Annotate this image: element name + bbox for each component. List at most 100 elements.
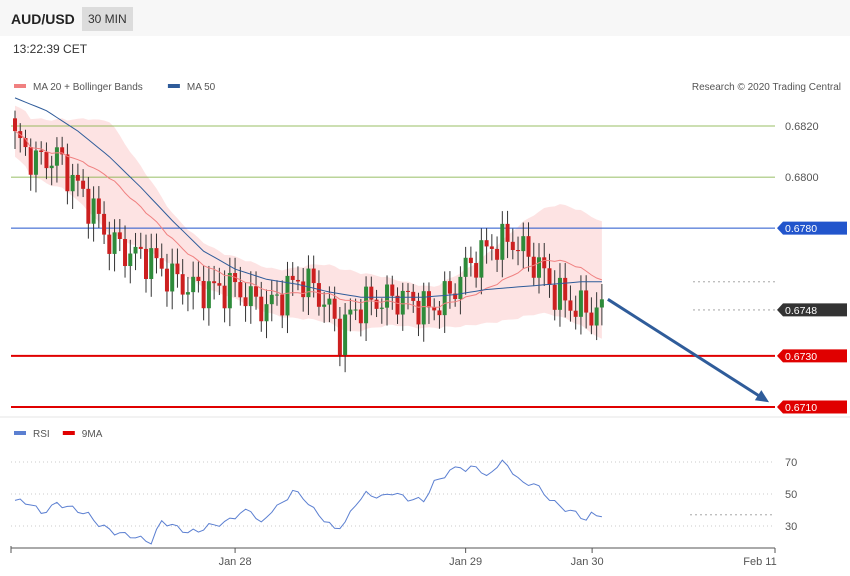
candle <box>374 289 379 318</box>
candle <box>238 266 243 306</box>
candle-body <box>557 277 562 310</box>
candle <box>175 248 180 288</box>
credit-text: Research © 2020 Trading Central <box>692 82 841 93</box>
candle <box>526 222 531 272</box>
candle-body <box>175 263 180 275</box>
candle-body <box>400 290 405 315</box>
candle-body <box>510 241 515 251</box>
candle <box>348 298 353 332</box>
candle-body <box>385 284 390 308</box>
candle <box>96 186 101 228</box>
candle <box>222 270 227 323</box>
candle-body <box>96 198 101 214</box>
candle <box>521 222 526 269</box>
candle-body <box>138 246 143 249</box>
rsi-tick-label: 50 <box>785 489 797 501</box>
candle-body <box>416 300 421 325</box>
candle-body <box>170 263 175 292</box>
candle-body <box>526 236 531 257</box>
candle <box>39 141 44 165</box>
candle-body <box>81 180 86 189</box>
candle <box>54 137 59 183</box>
legend-label: MA 50 <box>187 82 216 93</box>
price-tag <box>777 221 847 235</box>
candle-body <box>453 293 458 300</box>
candle <box>33 141 38 193</box>
candle-body <box>86 188 91 224</box>
price-tag <box>777 349 847 363</box>
candle <box>117 219 122 252</box>
candle <box>568 285 573 322</box>
candle <box>479 228 484 295</box>
candle-body <box>395 295 400 315</box>
candle-body <box>447 281 452 294</box>
candle <box>102 201 107 244</box>
candle <box>484 228 489 264</box>
candle-body <box>112 232 117 254</box>
candle <box>557 263 562 327</box>
candle-body <box>599 299 604 308</box>
candle <box>505 210 510 259</box>
candle <box>531 242 536 287</box>
candle-body <box>573 310 578 317</box>
price-level-label: 0.6800 <box>785 172 819 184</box>
candle <box>269 280 274 322</box>
candle-body <box>474 263 479 278</box>
candle <box>395 287 400 324</box>
candle-body <box>426 291 431 308</box>
candle <box>400 282 405 331</box>
candle-body <box>280 294 285 316</box>
candle-body <box>442 281 447 316</box>
candle-body <box>159 258 164 269</box>
candle <box>337 307 342 367</box>
candle <box>86 176 91 239</box>
candle <box>311 255 316 298</box>
timeframe-button[interactable]: 30 MIN <box>82 7 133 31</box>
candle-body <box>516 250 521 252</box>
candle-body <box>306 268 311 298</box>
candle <box>23 129 28 156</box>
candle-body <box>327 298 332 305</box>
candle-body <box>107 234 112 254</box>
candle-body <box>594 307 599 326</box>
candle-body <box>70 174 75 192</box>
candle-body <box>238 282 243 298</box>
candle-body <box>149 248 154 279</box>
candle-body <box>463 257 468 277</box>
rsi-tick-label: 70 <box>785 457 797 469</box>
candle-body <box>343 314 348 356</box>
legend-label: 9MA <box>82 429 103 440</box>
candle <box>44 142 49 180</box>
candle-body <box>552 284 557 310</box>
candle <box>358 298 363 337</box>
candle <box>510 228 515 260</box>
candle-body <box>458 276 463 300</box>
candle <box>180 259 185 305</box>
candle-body <box>28 147 33 175</box>
candle <box>280 280 285 329</box>
candle-body <box>117 232 122 239</box>
candle <box>489 234 494 261</box>
candle-body <box>60 147 65 155</box>
candle <box>599 283 604 326</box>
candle-body <box>484 240 489 247</box>
candle-body <box>201 280 206 309</box>
candle <box>170 248 175 310</box>
timestamp: 13:22:39 CET <box>13 42 88 56</box>
candle-body <box>369 286 374 300</box>
candle-body <box>316 283 321 307</box>
candle <box>49 155 54 186</box>
candle <box>426 282 431 324</box>
price-tag-label: 0.6748 <box>785 305 817 317</box>
candle-body <box>489 246 494 249</box>
candle-body <box>212 281 217 284</box>
candle <box>201 265 206 321</box>
candle-body <box>102 213 107 235</box>
candle-body <box>521 236 526 252</box>
candle <box>259 281 264 332</box>
candle <box>65 143 70 205</box>
candle-body <box>500 223 505 260</box>
candle-body <box>358 309 363 324</box>
price-tag-label: 0.6710 <box>785 402 817 414</box>
candle <box>264 289 269 339</box>
